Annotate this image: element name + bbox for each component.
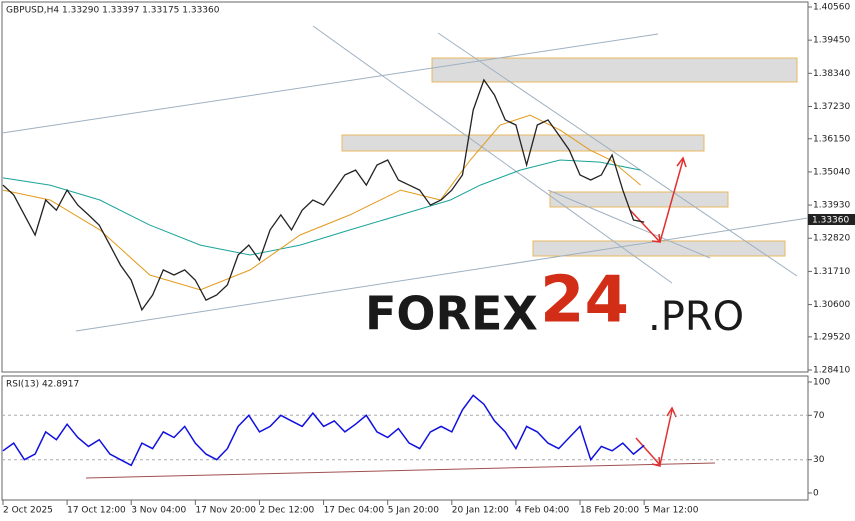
trendline: [312, 25, 673, 284]
x-tick-label: 3 Nov 04:00: [131, 506, 186, 516]
y-tick-label: 1.30600: [813, 300, 850, 310]
moving-average: [2, 114, 641, 291]
y-tick-label: 1.40560: [813, 3, 850, 13]
y-tick-label: 1.36150: [813, 134, 850, 144]
zones: [341, 57, 798, 257]
moving-average: [2, 159, 641, 256]
zone: [341, 134, 705, 152]
arrow: [659, 406, 677, 466]
x-tick-label: 2 Oct 2025: [3, 506, 53, 516]
price-tag-label: 1.33360: [812, 216, 849, 226]
y-tick-label: 70: [813, 411, 825, 421]
y-tick-label: 1.37230: [813, 102, 850, 112]
y-tick-label: 1.39450: [813, 36, 850, 46]
y-tick-label: 1.31710: [813, 267, 850, 277]
trendline: [547, 189, 711, 259]
x-tick-label: 17 Oct 12:00: [67, 506, 126, 516]
trendline: [75, 217, 809, 332]
arrow: [635, 437, 661, 467]
trendline: [437, 32, 798, 277]
arrow: [659, 156, 687, 243]
y-tick-label: 1.33930: [813, 201, 850, 211]
x-tick-label: 4 Feb 04:00: [516, 506, 570, 516]
price-tag: [808, 214, 855, 225]
trendline: [1, 33, 659, 134]
x-tick-label: 17 Nov 20:00: [195, 506, 256, 516]
trendline: [85, 462, 716, 479]
arrows: [629, 156, 687, 467]
y-tick-label: 1.38340: [813, 69, 850, 79]
trendlines: [1, 25, 809, 479]
x-tick-label: 5 Mar 12:00: [644, 506, 699, 516]
zone: [532, 240, 786, 257]
watermark-text: FOREX: [365, 287, 538, 341]
zone: [431, 57, 798, 83]
y-tick-label: 100: [813, 378, 830, 388]
rsi-title: RSI(13) 42.8917: [6, 380, 79, 390]
watermark: FOREX 24 .PRO: [365, 264, 744, 341]
x-tick-label: 20 Jan 12:00: [452, 506, 509, 516]
y-tick-label: 0: [813, 489, 819, 499]
y-tick-label: 1.35040: [813, 167, 850, 177]
x-tick-label: 17 Dec 04:00: [324, 506, 385, 516]
zone: [549, 191, 729, 208]
x-tick-label: 18 Feb 20:00: [580, 506, 639, 516]
y-tick-label: 1.32820: [813, 234, 850, 244]
y-tick-label: 1.29520: [813, 332, 850, 342]
x-tick-label: 2 Dec 12:00: [259, 506, 314, 516]
rsi-line: [2, 394, 645, 467]
price-line: [2, 78, 645, 312]
y-tick-label: 30: [813, 455, 825, 465]
chart-title: GBPUSD,H4 1.33290 1.33397 1.33175 1.3336…: [6, 6, 220, 16]
x-tick-label: 5 Jan 20:00: [388, 506, 440, 516]
watermark-text: .PRO: [648, 294, 744, 340]
watermark-text: 24: [540, 264, 629, 338]
y-tick-label: 1.28410: [813, 366, 850, 376]
